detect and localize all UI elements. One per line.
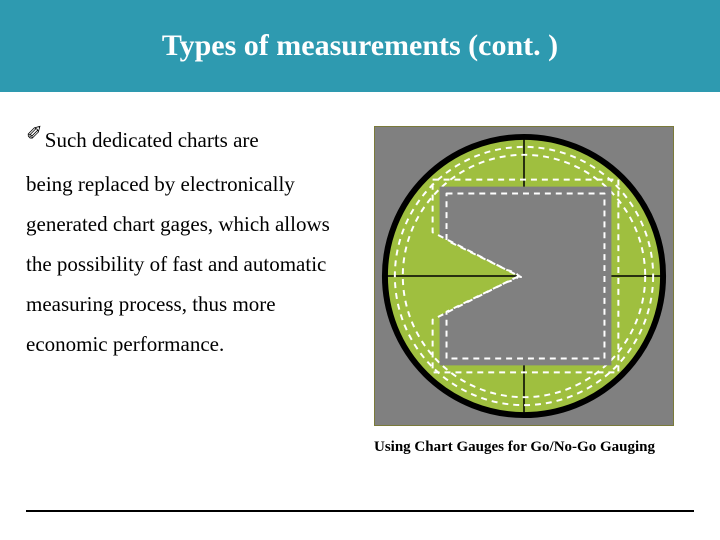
- chart-gauge-figure: [374, 126, 674, 426]
- title-bar: Types of measurements (cont. ): [0, 0, 720, 92]
- bullet-icon: ✐: [26, 120, 43, 148]
- gauge-svg: [375, 126, 673, 426]
- body-text-rest: being replaced by electronically generat…: [26, 164, 356, 364]
- figure-column: Using Chart Gauges for Go/No-Go Gauging: [374, 120, 684, 458]
- body-text-first: Such dedicated charts are: [45, 120, 259, 160]
- content-area: ✐ Such dedicated charts are being replac…: [0, 92, 720, 468]
- text-column: ✐ Such dedicated charts are being replac…: [26, 120, 356, 458]
- footer-divider: [26, 510, 694, 512]
- slide-title: Types of measurements (cont. ): [162, 29, 558, 63]
- bullet-row: ✐ Such dedicated charts are: [26, 120, 356, 160]
- figure-caption: Using Chart Gauges for Go/No-Go Gauging: [374, 438, 684, 458]
